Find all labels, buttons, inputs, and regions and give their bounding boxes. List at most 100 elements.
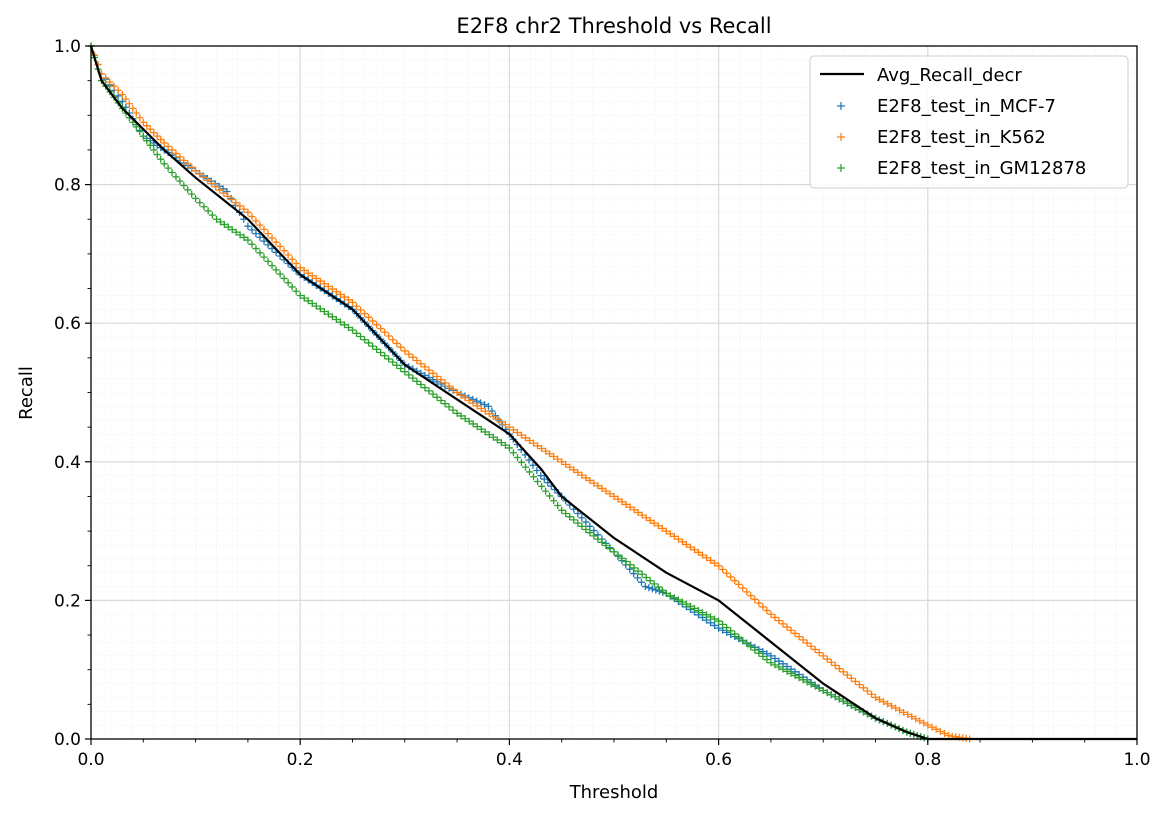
data-point [441,379,449,387]
data-point [888,702,896,710]
data-point [670,532,678,540]
data-point [405,350,413,358]
data-point [614,551,622,559]
data-point [425,387,433,395]
data-point [646,577,654,585]
data-point [699,551,707,559]
data-point [546,450,554,458]
data-point [139,118,147,126]
data-point [719,620,727,628]
data-point [252,230,260,238]
data-point [835,665,843,673]
data-point [941,729,949,737]
data-point [429,390,437,398]
data-point [731,577,739,585]
data-point [578,471,586,479]
data-point [228,196,236,204]
data-point [654,522,662,530]
data-point [292,259,300,267]
data-point [795,674,803,682]
data-point [429,376,437,384]
data-point [409,374,417,382]
data-point [125,100,133,108]
data-point [481,428,489,436]
data-point [831,661,839,669]
data-point [146,125,154,133]
data-point [284,251,292,259]
data-point [110,82,118,90]
data-point [674,596,682,604]
data-point [485,410,493,418]
data-point [819,652,827,660]
data-point [554,502,562,510]
data-point [465,396,473,404]
data-point [236,231,244,239]
data-point [924,721,932,729]
data-point [397,365,405,373]
data-point [771,655,779,663]
legend: Avg_Recall_decr E2F8_test_in_MCF-7 E2F8_te… [809,55,1129,189]
data-point [481,401,489,409]
data-point [365,339,373,347]
data-point [160,139,168,147]
data-point [602,541,610,549]
data-point [505,444,513,452]
data-point [150,146,158,154]
data-point [538,482,546,490]
data-point [711,615,719,623]
data-point [481,407,489,415]
data-point [727,627,735,635]
data-point [180,156,188,164]
y-tick-label: 0.4 [54,453,81,473]
data-point [449,385,457,393]
data-point [662,589,670,597]
data-point [437,396,445,404]
data-point [896,706,904,714]
data-point [811,682,819,690]
data-point [570,466,578,474]
data-point [880,698,888,706]
data-point [723,624,731,632]
data-point [184,160,192,168]
data-point [707,619,715,627]
data-point [546,492,554,500]
data-point [594,535,602,543]
data-point [763,607,771,615]
data-point [815,649,823,657]
data-point [433,373,441,381]
data-point [248,226,256,234]
data-point [598,538,606,546]
data-point [381,328,389,336]
data-point [690,546,698,554]
data-point [735,580,743,588]
data-point [300,294,308,302]
data-point [699,609,707,617]
data-point [493,436,501,444]
data-point [417,360,425,368]
data-point [344,296,352,304]
data-point [823,689,831,697]
data-point [377,349,385,357]
data-point [292,287,300,295]
data-point [807,680,815,688]
data-point [401,347,409,355]
data-point [648,585,656,593]
data-point [799,676,807,684]
data-point [771,661,779,669]
data-point [505,423,513,431]
data-point [562,460,570,468]
data-point [484,402,492,410]
data-point [735,633,743,641]
data-point [517,431,525,439]
data-point [694,548,702,556]
data-point [811,645,819,653]
data-point [132,123,140,131]
data-point [349,326,356,334]
data-point [839,668,847,676]
data-point [312,274,320,282]
data-point [755,599,763,607]
data-point [662,527,670,535]
data-point [153,132,161,140]
data-point [361,336,369,344]
